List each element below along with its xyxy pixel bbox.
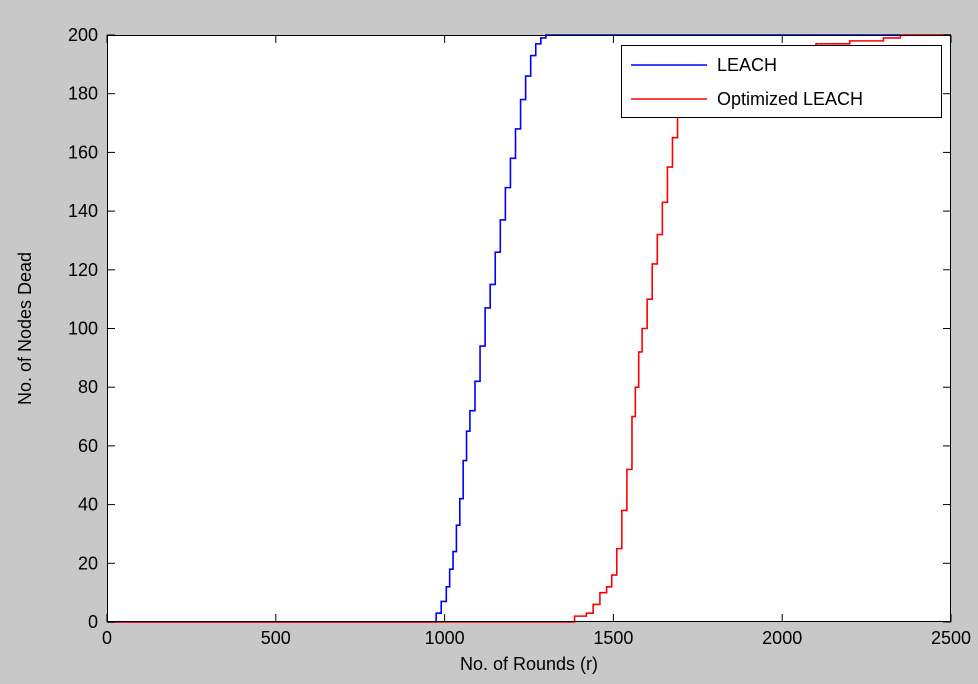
legend-label-optimized-leach: Optimized LEACH <box>717 89 863 109</box>
y-tick-label: 160 <box>68 142 98 162</box>
series-line-leach <box>107 34 951 623</box>
legend: LEACH Optimized LEACH <box>621 45 942 118</box>
y-tick-label: 100 <box>68 319 98 339</box>
y-tick-label: 80 <box>78 377 98 397</box>
x-tick-label: 2000 <box>762 628 802 648</box>
plot-area <box>107 35 951 622</box>
y-tick-label: 0 <box>88 612 98 632</box>
x-tick-label: 500 <box>261 628 291 648</box>
tick-layer: 0 500 1000 1500 2000 2500 0 20 40 60 80 100 120 140 16… <box>68 25 971 648</box>
x-tick-label: 2500 <box>931 628 971 648</box>
y-tick-label: 180 <box>68 84 98 104</box>
y-tick-label: 60 <box>78 436 98 456</box>
x-axis-label: No. of Rounds (r) <box>460 654 598 674</box>
y-tick-label: 140 <box>68 201 98 221</box>
y-tick-label: 20 <box>78 553 98 573</box>
x-tick-label: 1000 <box>425 628 465 648</box>
x-tick-label: 0 <box>102 628 112 648</box>
y-tick-label: 120 <box>68 260 98 280</box>
legend-box <box>621 45 942 118</box>
y-axis-label: No. of Nodes Dead <box>15 252 35 405</box>
y-tick-label: 40 <box>78 495 98 515</box>
legend-label-leach: LEACH <box>717 55 777 75</box>
x-tick-label: 1500 <box>593 628 633 648</box>
y-tick-label: 200 <box>68 25 98 45</box>
